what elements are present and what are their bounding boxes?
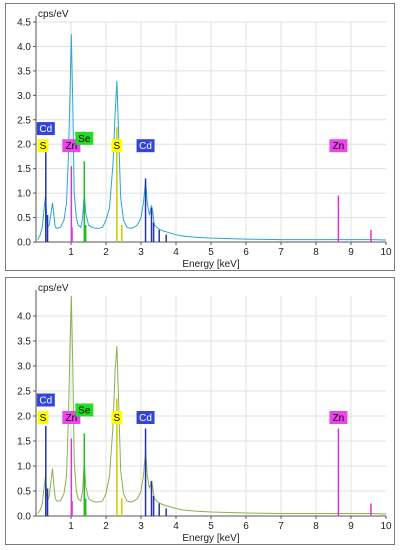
y-axis-label: cps/eV	[38, 9, 69, 20]
element-marker-s: S	[111, 139, 123, 153]
x-tick-label: 3	[138, 247, 144, 258]
x-tick-label: 1	[68, 247, 74, 258]
x-axis-label: Energy [keV]	[182, 259, 239, 270]
x-tick-label: 10	[380, 247, 392, 258]
element-marker-box	[75, 403, 94, 417]
y-tick-label: 1.0	[17, 189, 31, 200]
x-tick-label: 7	[278, 247, 284, 258]
y-tick-label: 0.5	[17, 487, 31, 498]
x-tick-label: 4	[173, 521, 179, 532]
element-marker-se: Se	[75, 403, 94, 417]
x-tick-label: 3	[138, 521, 144, 532]
x-tick-label: 5	[208, 247, 214, 258]
element-marker-box	[36, 393, 55, 407]
x-axis-label: Energy [keV]	[182, 533, 239, 544]
y-tick-label: 0.5	[17, 213, 31, 224]
element-marker-cd: Cd	[136, 139, 155, 153]
element-marker-label: Cd	[39, 396, 52, 407]
x-tick-label: 6	[243, 521, 249, 532]
y-tick-label: 4.0	[17, 42, 31, 53]
element-marker-cd: Cd	[136, 411, 155, 424]
y-tick-label: 3.5	[17, 337, 31, 348]
element-marker-label: Zn	[66, 141, 78, 152]
x-tick-label: 8	[313, 247, 319, 258]
x-tick-label: 10	[380, 521, 392, 532]
element-marker-box	[136, 139, 155, 153]
element-marker-s: S	[37, 139, 49, 153]
spectrum-panel-top: cps/eV 0.0 0.5 1.0 1.5 2.0 2.5 3.0 3.5 4.0 4.5 1 2 3 4…	[5, 3, 395, 271]
x-tick-label: 8	[313, 521, 319, 532]
y-tick-label: 4.5	[17, 18, 31, 29]
element-marker-cd: Cd	[36, 393, 55, 407]
element-marker-se: Se	[75, 131, 94, 145]
eds-spectrum-chart-bottom: cps/eV 0.0 0.5 1.0 1.5 2.0 2.5 3.0 3.5 4.0 1 2 3 4 5 6 7…	[17, 283, 392, 544]
element-marker-box	[136, 411, 155, 424]
element-marker-zn: Zn	[329, 139, 348, 153]
element-marker-cd: Cd	[36, 122, 55, 136]
x-tick-label: 5	[208, 521, 214, 532]
element-marker-box	[75, 131, 94, 145]
element-marker-zn: Zn	[329, 411, 348, 424]
y-tick-label: 2.5	[17, 115, 31, 126]
element-marker-label: S	[114, 141, 121, 152]
element-marker-s: S	[111, 411, 123, 424]
x-tick-label: 7	[278, 521, 284, 532]
y-tick-label: 3.5	[17, 66, 31, 77]
element-marker-s: S	[37, 411, 49, 424]
element-marker-label: Cd	[39, 124, 52, 135]
element-marker-box	[329, 411, 348, 424]
element-marker-label: S	[40, 413, 47, 424]
y-tick-label: 3.0	[17, 362, 31, 373]
x-tick-label: 9	[348, 521, 354, 532]
x-tick-label: 1	[68, 521, 74, 532]
y-tick-label: 1.5	[17, 164, 31, 175]
element-marker-label: Cd	[139, 141, 152, 152]
element-marker-box	[37, 139, 49, 153]
element-marker-label: Zn	[333, 141, 345, 152]
element-marker-box	[37, 411, 49, 424]
y-tick-label: 2.0	[17, 140, 31, 151]
element-marker-box	[329, 139, 348, 153]
element-marker-label: Se	[78, 406, 91, 417]
eds-spectrum-chart-top: cps/eV 0.0 0.5 1.0 1.5 2.0 2.5 3.0 3.5 4.0 4.5 1 2 3 4…	[17, 9, 392, 270]
y-tick-label: 1.0	[17, 462, 31, 473]
spectrum-line	[37, 34, 387, 241]
y-axis-label: cps/eV	[38, 283, 69, 294]
element-marker-box	[36, 122, 55, 136]
x-tick-label: 9	[348, 247, 354, 258]
element-marker-label: Cd	[139, 413, 152, 424]
spectrum-panel-bottom: cps/eV 0.0 0.5 1.0 1.5 2.0 2.5 3.0 3.5 4.0 1 2 3 4 5 6 7…	[5, 277, 395, 545]
x-tick-label: 4	[173, 247, 179, 258]
y-tick-label: 2.0	[17, 412, 31, 423]
y-tick-label: 0.0	[17, 238, 31, 249]
x-tick-label: 2	[103, 247, 109, 258]
element-marker-label: S	[114, 413, 121, 424]
x-tick-label: 6	[243, 247, 249, 258]
element-marker-label: Zn	[333, 413, 345, 424]
element-marker-label: S	[40, 141, 47, 152]
y-tick-label: 1.5	[17, 437, 31, 448]
y-tick-label: 0.0	[17, 512, 31, 523]
y-tick-label: 3.0	[17, 91, 31, 102]
element-marker-box	[111, 139, 123, 153]
element-marker-label: Zn	[66, 413, 78, 424]
element-marker-box	[111, 411, 123, 424]
y-tick-label: 2.5	[17, 387, 31, 398]
x-tick-label: 2	[103, 521, 109, 532]
y-tick-label: 4.0	[17, 312, 31, 323]
element-marker-label: Se	[78, 134, 91, 145]
spectrum-line	[37, 295, 387, 515]
